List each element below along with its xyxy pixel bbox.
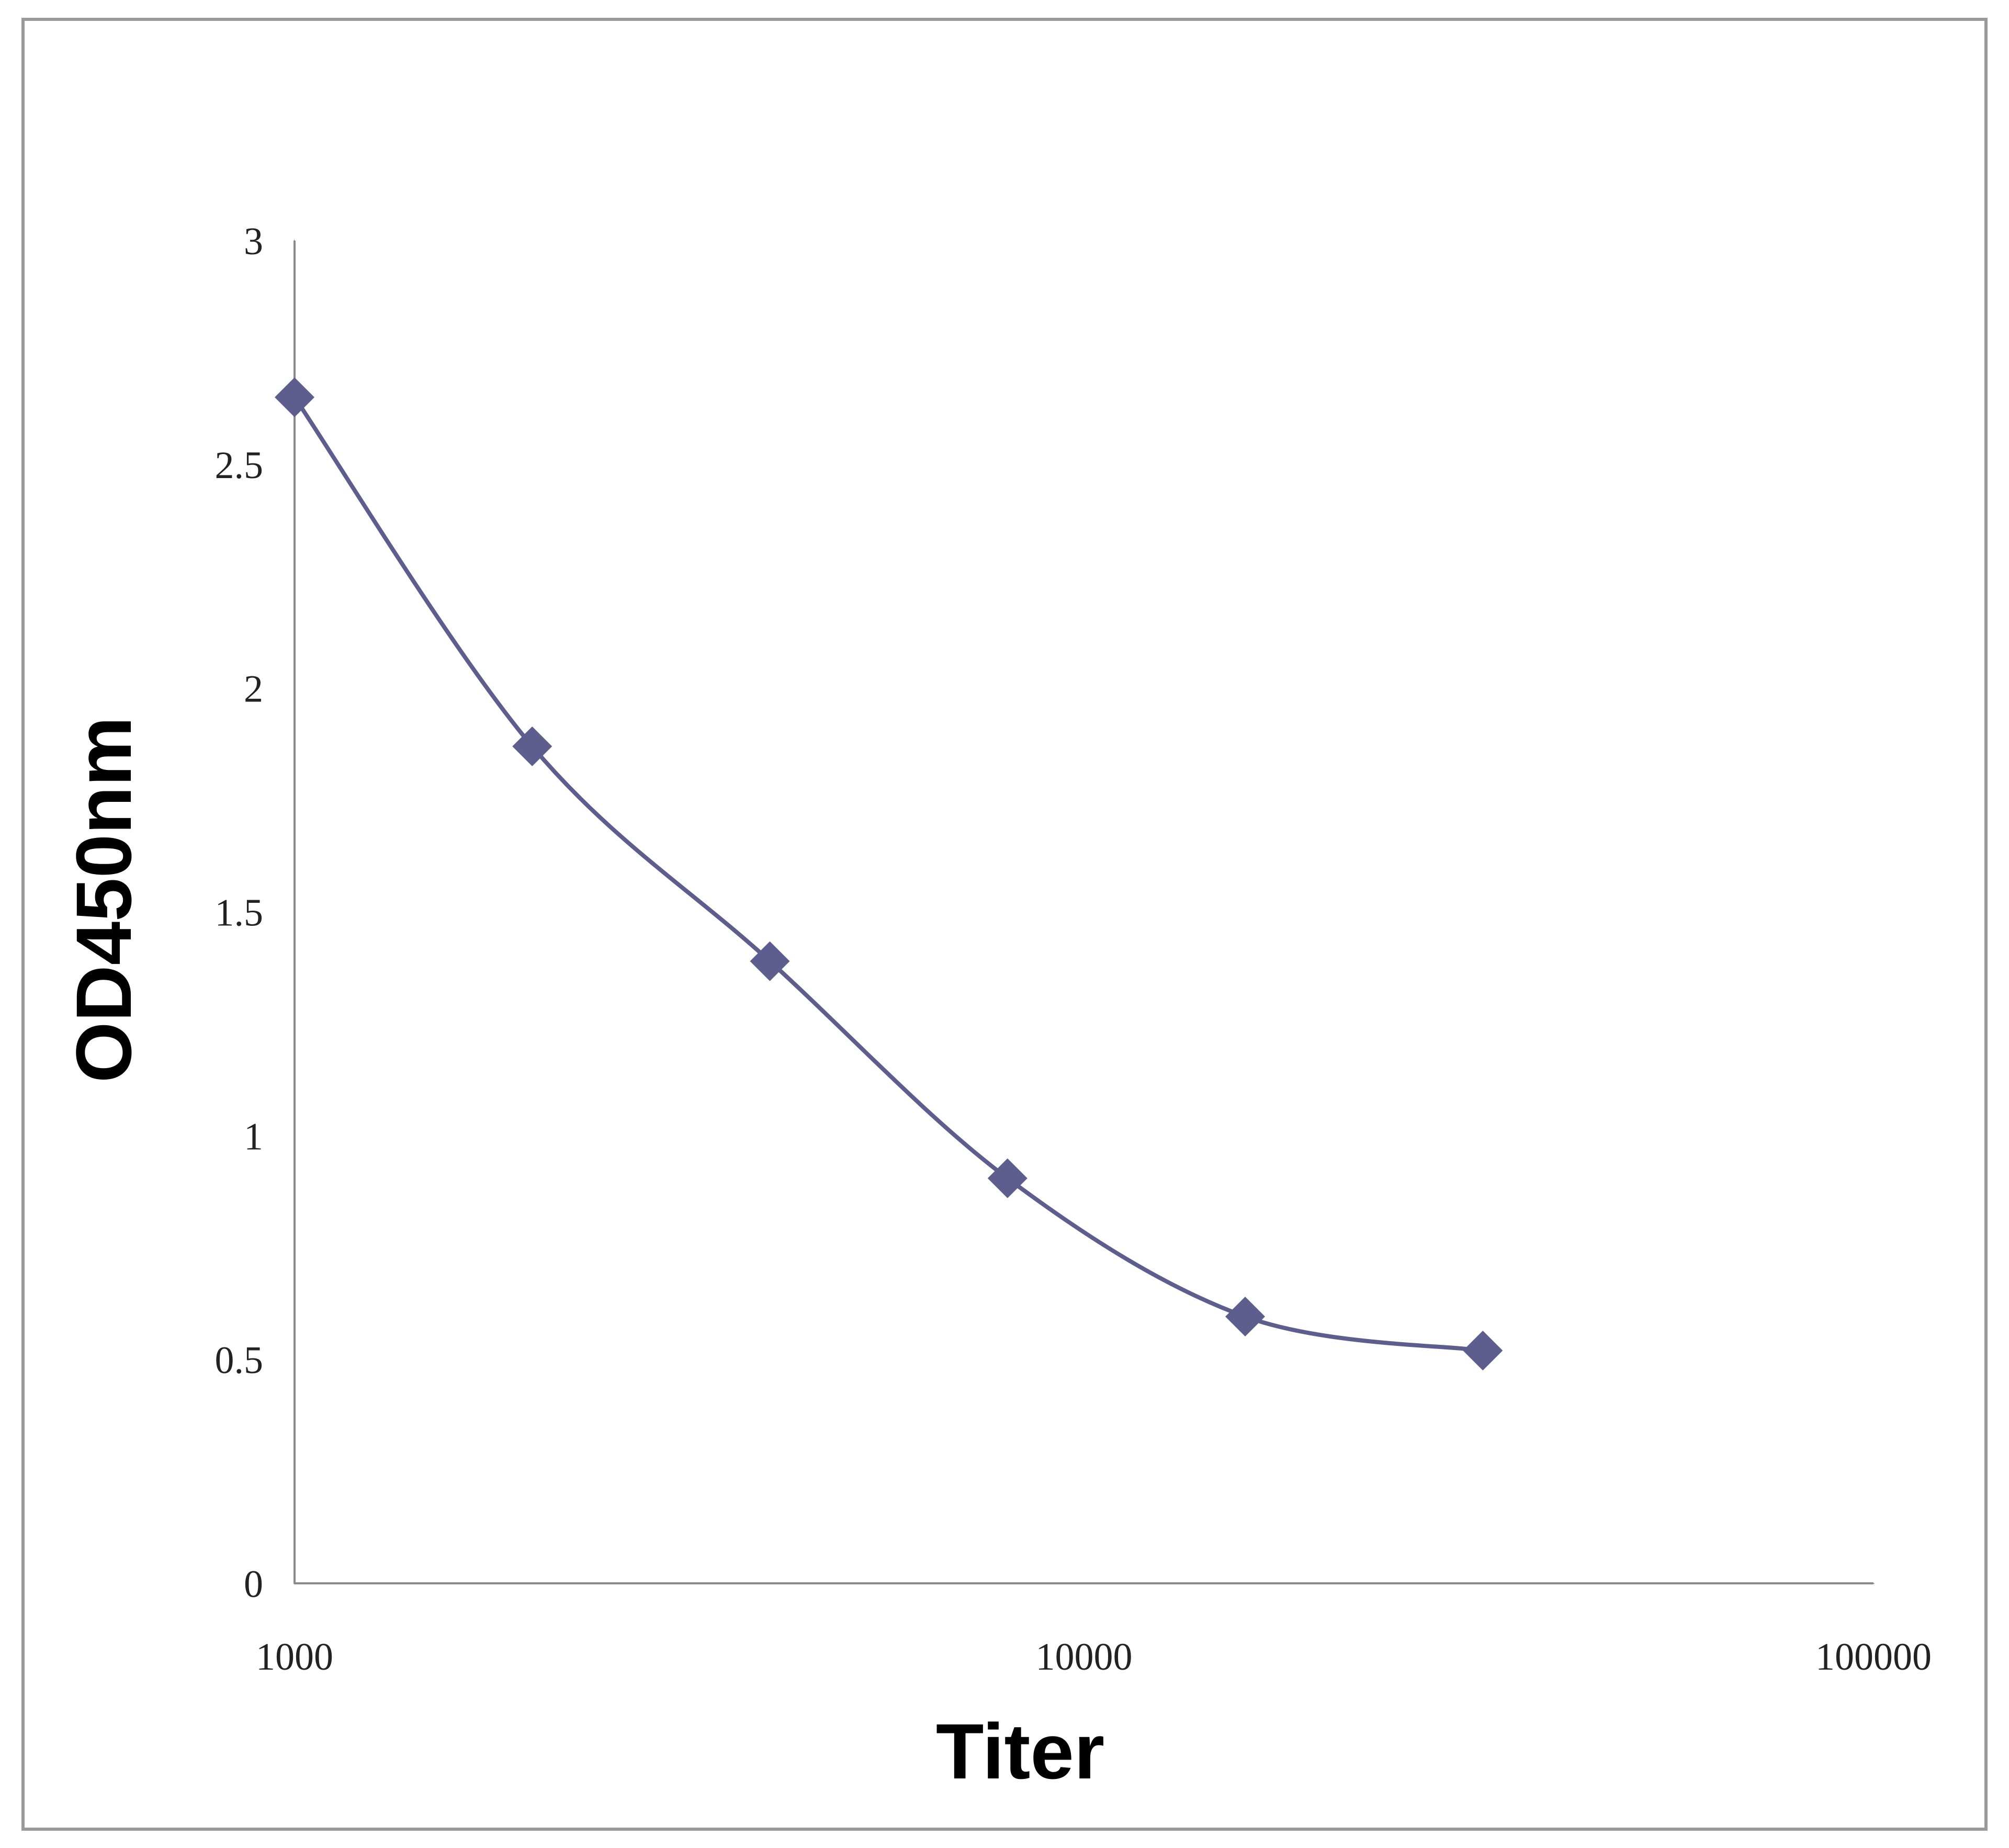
y-tick-label: 1.5 bbox=[215, 892, 264, 935]
x-tick-label: 10000 bbox=[1036, 1636, 1133, 1679]
marker bbox=[1463, 1331, 1503, 1371]
y-tick-label: 2.5 bbox=[215, 444, 264, 487]
frame bbox=[21, 18, 1988, 1831]
x-tick-label: 100000 bbox=[1815, 1636, 1932, 1679]
x-tick-label: 1000 bbox=[256, 1636, 333, 1679]
y-tick-label: 3 bbox=[244, 220, 263, 263]
y-tick-label: 2 bbox=[244, 668, 263, 711]
marker bbox=[750, 941, 790, 981]
y-axis-title: OD450nm bbox=[60, 717, 148, 1083]
marker bbox=[275, 377, 314, 417]
marker bbox=[1225, 1297, 1266, 1337]
x-axis-title: Titer bbox=[936, 1707, 1104, 1795]
marker bbox=[512, 726, 552, 766]
y-tick-label: 1 bbox=[244, 1115, 263, 1158]
y-tick-label: 0 bbox=[244, 1563, 263, 1606]
marker bbox=[987, 1158, 1028, 1198]
y-tick-label: 0.5 bbox=[215, 1339, 264, 1382]
